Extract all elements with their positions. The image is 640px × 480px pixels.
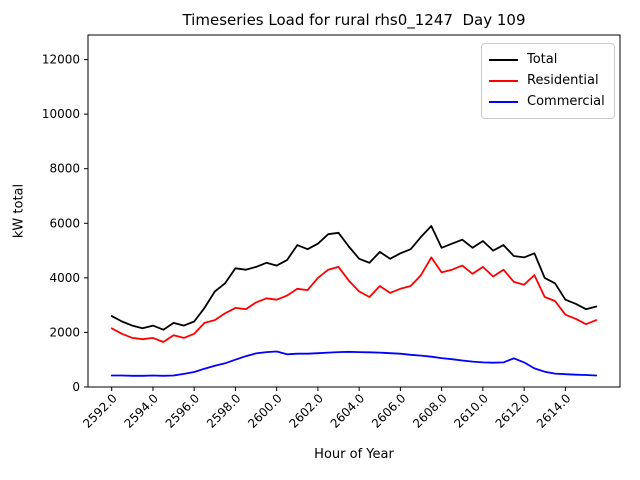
y-tick-label: 2000 [49, 325, 80, 339]
x-tick-label: 2598.0 [204, 391, 244, 431]
total-line-swatch [489, 58, 518, 61]
y-axis-ticks: 0 2000 4000 6000 8000 10000 12000 [42, 53, 88, 394]
x-axis-label: Hour of Year [314, 447, 394, 462]
x-tick-label: 2600.0 [245, 391, 285, 431]
x-tick-label: 2606.0 [369, 391, 409, 431]
residential-line [110, 256, 598, 343]
legend-label-total: Total [527, 52, 558, 67]
x-tick-label: 2592.0 [80, 391, 120, 431]
x-tick-label: 2608.0 [410, 391, 450, 431]
x-tick-label: 2610.0 [451, 391, 491, 431]
legend-entry-residential: Residential [489, 70, 605, 91]
x-tick-label: 2612.0 [493, 391, 533, 431]
legend-entry-total: Total [489, 49, 605, 70]
x-axis-ticks: 2592.0 2594.0 2596.0 2598.0 2600.0 2602.0 2604… [80, 387, 573, 431]
commercial-line-swatch [489, 100, 518, 103]
legend: Total Residential Commercial [481, 43, 615, 119]
y-tick-label: 0 [72, 380, 80, 394]
legend-entry-commercial: Commercial [489, 91, 605, 112]
y-tick-label: 12000 [42, 53, 80, 67]
total-line [110, 225, 598, 331]
chart-title: Timeseries Load for rural rhs0_1247 Day … [182, 11, 526, 29]
x-tick-label: 2596.0 [163, 391, 203, 431]
legend-label-residential: Residential [527, 73, 599, 88]
y-tick-label: 6000 [49, 216, 80, 230]
y-tick-label: 4000 [49, 271, 80, 285]
x-tick-label: 2602.0 [286, 391, 326, 431]
legend-label-commercial: Commercial [527, 94, 605, 109]
y-tick-label: 10000 [42, 107, 80, 121]
x-tick-label: 2614.0 [534, 391, 574, 431]
commercial-line [110, 350, 598, 377]
x-tick-label: 2594.0 [121, 391, 161, 431]
x-tick-label: 2604.0 [328, 391, 368, 431]
axes-frame [87, 34, 621, 388]
residential-line-swatch [489, 79, 518, 82]
y-tick-label: 8000 [49, 162, 80, 176]
